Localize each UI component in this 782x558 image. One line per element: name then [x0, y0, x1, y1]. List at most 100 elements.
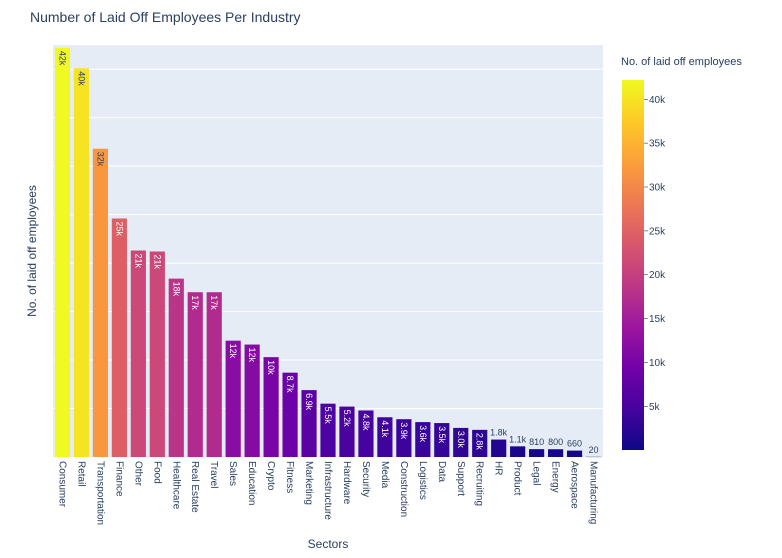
x-tick-label: Infrastructure: [322, 461, 333, 520]
bar-label: 20: [589, 445, 599, 455]
bar-label: 8.7k: [285, 376, 295, 394]
bar-label: 17k: [209, 295, 219, 310]
bar: [472, 429, 488, 457]
x-tick-label: Retail: [75, 461, 86, 487]
bar-label: 3.0k: [456, 431, 466, 449]
colorbar-tick-label: 15k: [649, 314, 666, 325]
x-tick-labels: Consumer Retail Transportation Finance Other…: [56, 461, 598, 525]
bar-label: 12k: [228, 344, 238, 359]
x-tick-label: Product: [512, 461, 523, 496]
bar-label: 3.5k: [437, 426, 447, 444]
bar-label: 12k: [247, 348, 257, 363]
x-tick-label: Data: [436, 461, 447, 483]
bar: [434, 423, 450, 457]
bar: [301, 390, 317, 457]
bar: [510, 446, 526, 457]
x-tick-label: Support: [455, 461, 466, 496]
bar-label: 4.1k: [380, 420, 390, 438]
x-tick-label: HR: [493, 461, 504, 475]
bar: [320, 403, 336, 457]
colorbar-title: No. of laid off employees: [621, 56, 742, 68]
x-tick-label: Sales: [227, 461, 238, 486]
x-tick-label: Recruiting: [474, 461, 485, 506]
bar-label: 18k: [171, 282, 181, 297]
colorbar-tick-label: 25k: [649, 226, 666, 237]
bar-label: 810: [529, 437, 544, 447]
bar: [282, 372, 298, 457]
x-tick-label: Fitness: [284, 461, 295, 493]
x-tick-label: Construction: [398, 461, 409, 517]
colorbar-tick-label: 5k: [649, 402, 661, 413]
x-tick-label: Finance: [113, 461, 124, 497]
x-tick-label: Food: [151, 461, 162, 484]
bar: [73, 68, 90, 458]
bar: [415, 422, 431, 457]
bar: [187, 292, 203, 457]
bar: [548, 449, 564, 457]
bar: [225, 340, 241, 457]
bar-label: 17k: [190, 295, 200, 310]
bar-label: 42k: [57, 51, 67, 66]
bar-label: 1.1k: [509, 434, 527, 444]
x-tick-label: Consumer: [56, 461, 67, 508]
bar-label: 3.6k: [418, 425, 428, 443]
bar-label: 40k: [76, 71, 86, 86]
x-tick-label: Manufacturing: [588, 461, 599, 524]
bar: [168, 278, 184, 457]
x-tick-label: Media: [379, 461, 390, 489]
x-tick-label: Education: [246, 461, 257, 505]
bar: [358, 410, 374, 457]
bar: [396, 419, 412, 457]
x-tick-label: Legal: [531, 461, 542, 485]
bar: [54, 47, 71, 457]
x-tick-label: Aerospace: [569, 461, 580, 509]
colorbar-ticks: 40k 35k 30k 25k 20k 15k 10k 5k: [644, 95, 666, 413]
bar: [130, 250, 146, 457]
bar-label: 10k: [266, 360, 276, 375]
bar: [377, 417, 393, 457]
x-tick-label: Crypto: [265, 461, 276, 491]
colorbar-tick-label: 35k: [649, 139, 666, 150]
bar: [491, 439, 507, 457]
colorbar-tick-label: 10k: [649, 358, 666, 369]
x-tick-label: Hardware: [341, 461, 352, 505]
chart-title: Number of Laid Off Employees Per Industr…: [30, 9, 301, 25]
colorbar: [622, 80, 644, 450]
bar-label: 6.9k: [304, 393, 314, 411]
x-tick-label: Healthcare: [170, 461, 181, 510]
bar: [149, 251, 165, 457]
x-tick-label: Real Estate: [189, 461, 200, 513]
bar-label: 21k: [133, 254, 143, 269]
bar: [263, 357, 279, 457]
x-tick-label: Travel: [208, 461, 219, 488]
bar-label: 660: [567, 439, 582, 449]
colorbar-tick-label: 30k: [649, 183, 666, 194]
bar-label: 21k: [152, 254, 162, 269]
y-axis-title: No. of laid off employees: [25, 185, 39, 317]
bar: [111, 218, 127, 457]
x-tick-label: Marketing: [303, 461, 314, 505]
bar-label: 4.8k: [361, 413, 371, 431]
bar-label: 800: [548, 437, 563, 447]
bar-label: 5.5k: [323, 407, 333, 425]
x-tick-label: Other: [132, 461, 143, 487]
colorbar-tick-label: 20k: [649, 270, 666, 281]
x-tick-label: Security: [360, 461, 371, 497]
bar: [529, 449, 545, 457]
bar: [244, 344, 260, 457]
bar: [92, 148, 108, 458]
colorbar-tick-label: 40k: [649, 95, 666, 106]
bars: 42k 40k 32k 25k 21k 21k 18k 17k 17k 12k 12k 10k 8.7k…: [54, 47, 602, 458]
x-axis-title: Sectors: [308, 537, 349, 551]
bar-label: 3.9k: [399, 422, 409, 440]
bar-label: 5.2k: [342, 410, 352, 428]
x-tick-label: Energy: [550, 461, 561, 493]
x-tick-label: Transportation: [94, 461, 105, 525]
bar: [206, 292, 222, 457]
bar-label: 25k: [114, 222, 124, 237]
x-tick-label: Logistics: [417, 461, 428, 500]
bar-label: 32k: [95, 152, 105, 167]
bar: [339, 406, 355, 457]
bar-label: 2.8k: [475, 433, 485, 451]
